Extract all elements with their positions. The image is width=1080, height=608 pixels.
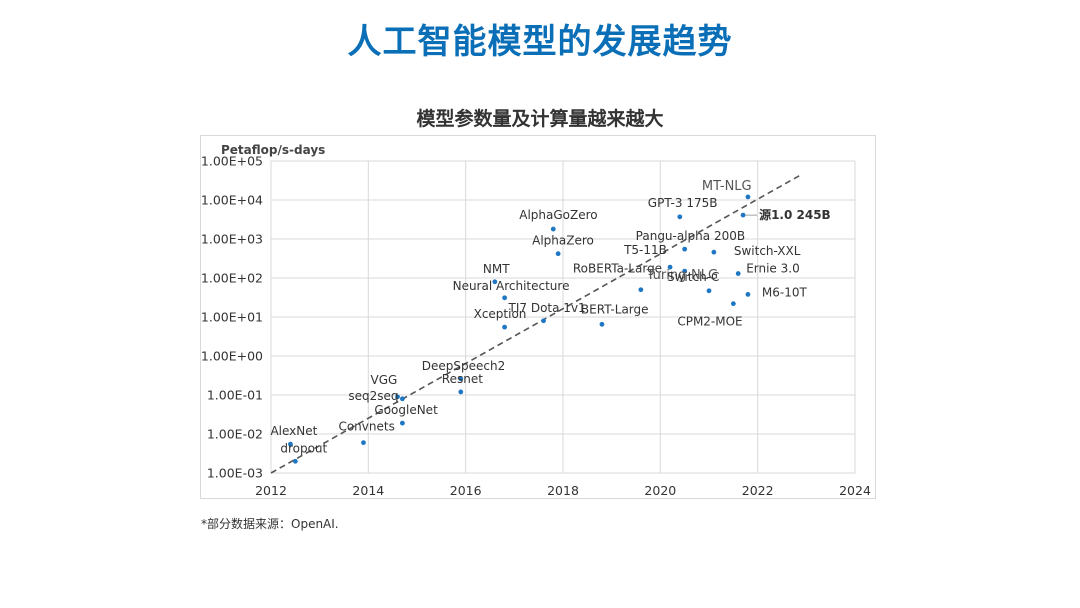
data-point xyxy=(550,226,556,232)
chart-title: 模型参数量及计算量越来越大 xyxy=(416,108,664,130)
data-point xyxy=(555,251,561,257)
point-label: Switch-XXL xyxy=(734,244,801,258)
data-point xyxy=(502,324,507,330)
point-label: Convnets xyxy=(338,420,394,434)
footnote: *部分数据来源：OpenAI. xyxy=(201,517,339,531)
chart-frame: 2012 2014 2016 2018 2020 2022 2024 1.00E-03 1.00… xyxy=(200,135,876,499)
point-label: Turing-NLG xyxy=(646,268,718,283)
point-label: Neural Architecture xyxy=(453,279,570,293)
y-tick-label: 1.00E+01 xyxy=(201,310,263,325)
point-label: 源1.0 245B xyxy=(759,207,831,222)
point-label: Pangu-alpha 200B xyxy=(636,229,745,243)
point-label: Switch-C xyxy=(667,270,719,284)
point-label: AlexNet xyxy=(270,424,317,438)
data-point xyxy=(677,214,683,220)
data-point xyxy=(492,279,498,285)
y-tick-label: 1.00E+02 xyxy=(201,271,263,286)
data-point xyxy=(682,268,688,274)
page-title: 人工智能模型的发展趋势 xyxy=(347,22,733,62)
data-point xyxy=(400,420,405,426)
data-point xyxy=(395,394,400,400)
data-point xyxy=(292,458,298,464)
point-label: GoogleNet xyxy=(374,403,438,417)
data-point xyxy=(740,212,746,218)
y-tick-label: 1.00E+05 xyxy=(201,154,263,169)
data-point xyxy=(458,389,464,395)
point-label: CPM2-MOE xyxy=(677,315,742,329)
data-point xyxy=(502,295,507,301)
point-label: Ernie 3.0 xyxy=(746,262,800,276)
data-point xyxy=(638,287,644,293)
point-label: TI7 Dota 1v1 xyxy=(508,301,586,315)
y-tick-label: 1.00E-01 xyxy=(207,388,263,403)
y-tick-label: 1.00E+00 xyxy=(201,349,263,364)
y-tick-label: 1.00E-02 xyxy=(207,427,263,442)
point-label: M6-10T xyxy=(762,285,808,299)
x-tick-label: 2016 xyxy=(450,483,482,498)
data-point xyxy=(288,441,293,447)
data-point xyxy=(400,396,405,402)
data-point xyxy=(458,376,464,382)
y-tick-label: 1.00E-03 xyxy=(207,466,263,481)
point-label: MT-NLG xyxy=(702,179,752,194)
data-point xyxy=(361,440,366,446)
x-tick-label: 2018 xyxy=(547,483,579,498)
point-label: seq2seq xyxy=(348,389,398,403)
x-tick-label: 2020 xyxy=(644,483,676,498)
point-label: NMT xyxy=(483,262,510,276)
x-tick-label: 2022 xyxy=(742,483,774,498)
data-point xyxy=(599,321,605,327)
trend-line xyxy=(270,173,802,474)
data-point xyxy=(735,271,741,276)
x-tick-label: 2014 xyxy=(352,483,384,498)
point-label: AlphaZero xyxy=(532,234,594,248)
point-label: AlphaGoZero xyxy=(519,208,597,222)
point-label: dropout xyxy=(280,441,327,455)
y-tick-label: 1.00E+03 xyxy=(201,232,263,247)
point-label: T5-11B xyxy=(623,243,667,257)
x-tick-label: 2012 xyxy=(255,483,287,498)
data-point xyxy=(541,318,546,324)
data-point xyxy=(711,249,717,255)
data-point xyxy=(745,291,751,297)
point-label: Xception xyxy=(474,307,527,321)
point-label: RoBERTa-Large xyxy=(573,262,662,276)
x-tick-label: 2024 xyxy=(839,483,871,498)
point-label: DeepSpeech2 xyxy=(422,359,505,373)
point-label: GPT-3 175B xyxy=(648,196,718,210)
y-tick-label: 1.00E+04 xyxy=(201,193,263,208)
y-axis-label: Petaflop/s-days xyxy=(221,143,325,157)
data-point xyxy=(730,301,736,307)
point-label: Resnet xyxy=(442,372,483,386)
point-label: BERT-Large xyxy=(581,302,649,316)
data-point xyxy=(706,288,712,294)
scatter-chart: 2012 2014 2016 2018 2020 2022 2024 1.00E-03 1.00… xyxy=(201,143,871,498)
point-label: VGG xyxy=(371,373,398,387)
data-point xyxy=(667,264,673,270)
data-point xyxy=(745,194,751,200)
data-point xyxy=(682,246,688,252)
